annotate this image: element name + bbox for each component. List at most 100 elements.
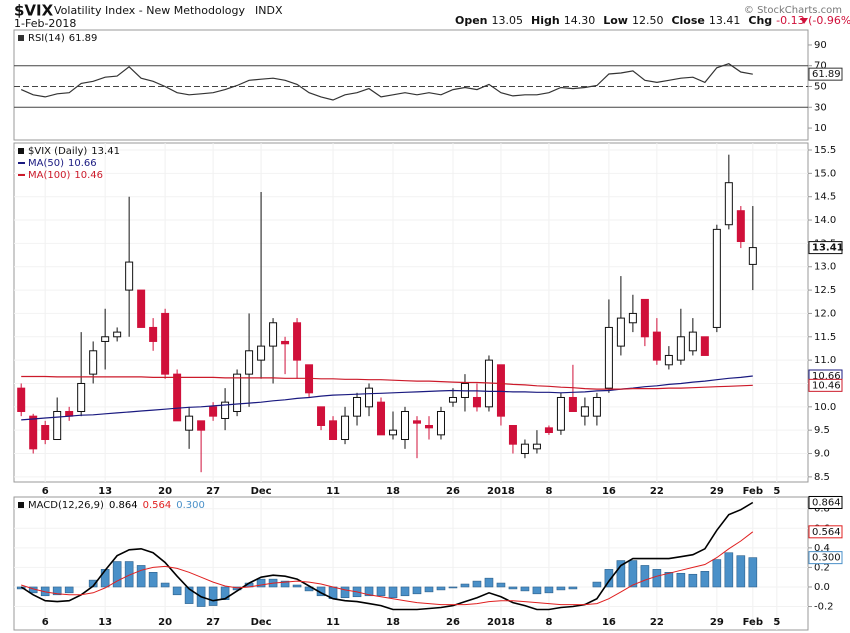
value-tag-label: 61.89 — [812, 69, 841, 80]
histogram-bar — [436, 586, 446, 591]
x-tick-label: 13 — [98, 617, 112, 628]
panel: 6 13 20 27 Dec 11 18 26 2018 8 16 22 29 Feb 5 8.5 9.0 9.5… — [13, 142, 844, 497]
moving-average — [21, 375, 753, 390]
candle-body — [389, 429, 398, 436]
candle-body — [508, 425, 517, 445]
quote-value: 14.30 — [564, 14, 596, 27]
legend-name: RSI(14) — [28, 33, 65, 44]
candle-body — [412, 420, 421, 424]
x-tick-label: 29 — [710, 617, 724, 628]
rsi-line — [20, 63, 753, 101]
candle-body — [532, 443, 541, 450]
candle-body — [604, 326, 613, 389]
histogram-bar — [688, 573, 698, 588]
legend-value: 0.864 — [109, 500, 138, 511]
symbol: $VIX — [14, 2, 54, 20]
candle-body — [592, 396, 601, 417]
panel: 6 13 20 27 Dec 11 18 26 2018 8 16 22 29 Feb 5 -0.2 0.0 0.… — [13, 495, 843, 631]
legend-value: 10.66 — [68, 158, 97, 169]
x-tick-label: Feb — [743, 617, 763, 628]
candle-body — [676, 336, 685, 361]
candle-body — [317, 406, 326, 427]
candle-body — [209, 406, 218, 417]
candle-body — [353, 396, 362, 417]
legend-name: MA(100) — [28, 170, 70, 181]
legend-value: 13.41 — [91, 146, 120, 157]
candle-body — [712, 228, 721, 328]
y-tick-label: 10.0 — [814, 402, 836, 413]
y-tick-label: 11.0 — [814, 355, 836, 366]
candle-body — [17, 387, 26, 412]
value-tag — [808, 525, 843, 539]
histogram-bar — [724, 552, 734, 588]
histogram-bar — [736, 555, 746, 588]
value-tag — [808, 67, 843, 81]
x-tick-label: 16 — [602, 617, 616, 628]
histogram-bar — [160, 582, 170, 588]
histogram-bar — [364, 586, 374, 597]
candle-body — [556, 396, 565, 431]
value-tag — [808, 551, 843, 565]
x-tick-label: 22 — [650, 617, 664, 628]
candle-body — [221, 401, 230, 419]
candle-body — [652, 331, 661, 361]
candle-body — [197, 420, 206, 431]
instrument-name: Volatility Index - New Methodology — [54, 4, 245, 17]
candle-body — [448, 396, 457, 403]
candle-body — [424, 425, 433, 429]
legend-value: 10.46 — [74, 170, 103, 181]
y-tick-label: 0.0 — [814, 582, 830, 593]
panel-frame — [13, 142, 809, 483]
histogram-bar — [484, 577, 494, 588]
quote-value: 13.05 — [492, 14, 524, 27]
candle-body — [53, 410, 62, 441]
candle-body — [257, 345, 266, 361]
histogram-bar — [568, 586, 578, 590]
histogram-bar — [124, 561, 134, 588]
histogram-bar — [52, 586, 62, 596]
histogram-bar — [472, 580, 482, 588]
legend-value: 61.89 — [69, 33, 98, 44]
legend-entry: RSI(14) 61.89 — [28, 33, 97, 44]
candle-body — [365, 387, 374, 408]
histogram-bar — [400, 586, 410, 597]
y-tick-label: 15.0 — [814, 168, 836, 179]
histogram-bar — [424, 586, 434, 593]
macd-line — [20, 501, 754, 611]
histogram-bar — [64, 586, 74, 594]
x-tick-label: 18 — [386, 617, 400, 628]
legend-marker — [18, 502, 24, 508]
x-tick-label: 8 — [545, 486, 552, 497]
y-tick-label: 12.5 — [814, 285, 836, 296]
y-tick-label: 50 — [814, 82, 827, 93]
histogram-bar — [184, 586, 194, 604]
x-tick-label: 27 — [206, 486, 220, 497]
y-tick-label: 13.0 — [814, 262, 836, 273]
candle-body — [29, 415, 38, 450]
y-tick-label: 90 — [814, 40, 827, 51]
y-tick-label: 0.2 — [814, 562, 830, 573]
candle-body — [568, 396, 577, 412]
legend-entry: MA(100) 10.46 — [28, 170, 103, 181]
x-tick-label: 13 — [98, 486, 112, 497]
panel: 10 30 50 70 90 RSI(14) 61.89 61.89 — [13, 29, 843, 141]
value-tag — [808, 378, 843, 392]
histogram-bar — [520, 586, 530, 592]
candle-body — [736, 210, 745, 243]
value-tag-label: 0.564 — [812, 527, 841, 538]
quote-label: Chg — [748, 14, 772, 27]
candle-body — [245, 350, 254, 375]
candle-body — [664, 354, 673, 366]
histogram-bar — [592, 581, 602, 588]
x-tick-label: 11 — [326, 486, 340, 497]
x-tick-label: 5 — [773, 486, 780, 497]
histogram-bar — [340, 586, 350, 599]
quote-value: 13.41 — [709, 14, 741, 27]
candle-body — [341, 415, 350, 441]
legend-name: $VIX (Daily) — [28, 146, 87, 157]
x-tick-label: Dec — [251, 486, 272, 497]
histogram-bar — [172, 586, 182, 596]
legend-value: 0.300 — [176, 500, 205, 511]
candle-body — [724, 182, 733, 226]
